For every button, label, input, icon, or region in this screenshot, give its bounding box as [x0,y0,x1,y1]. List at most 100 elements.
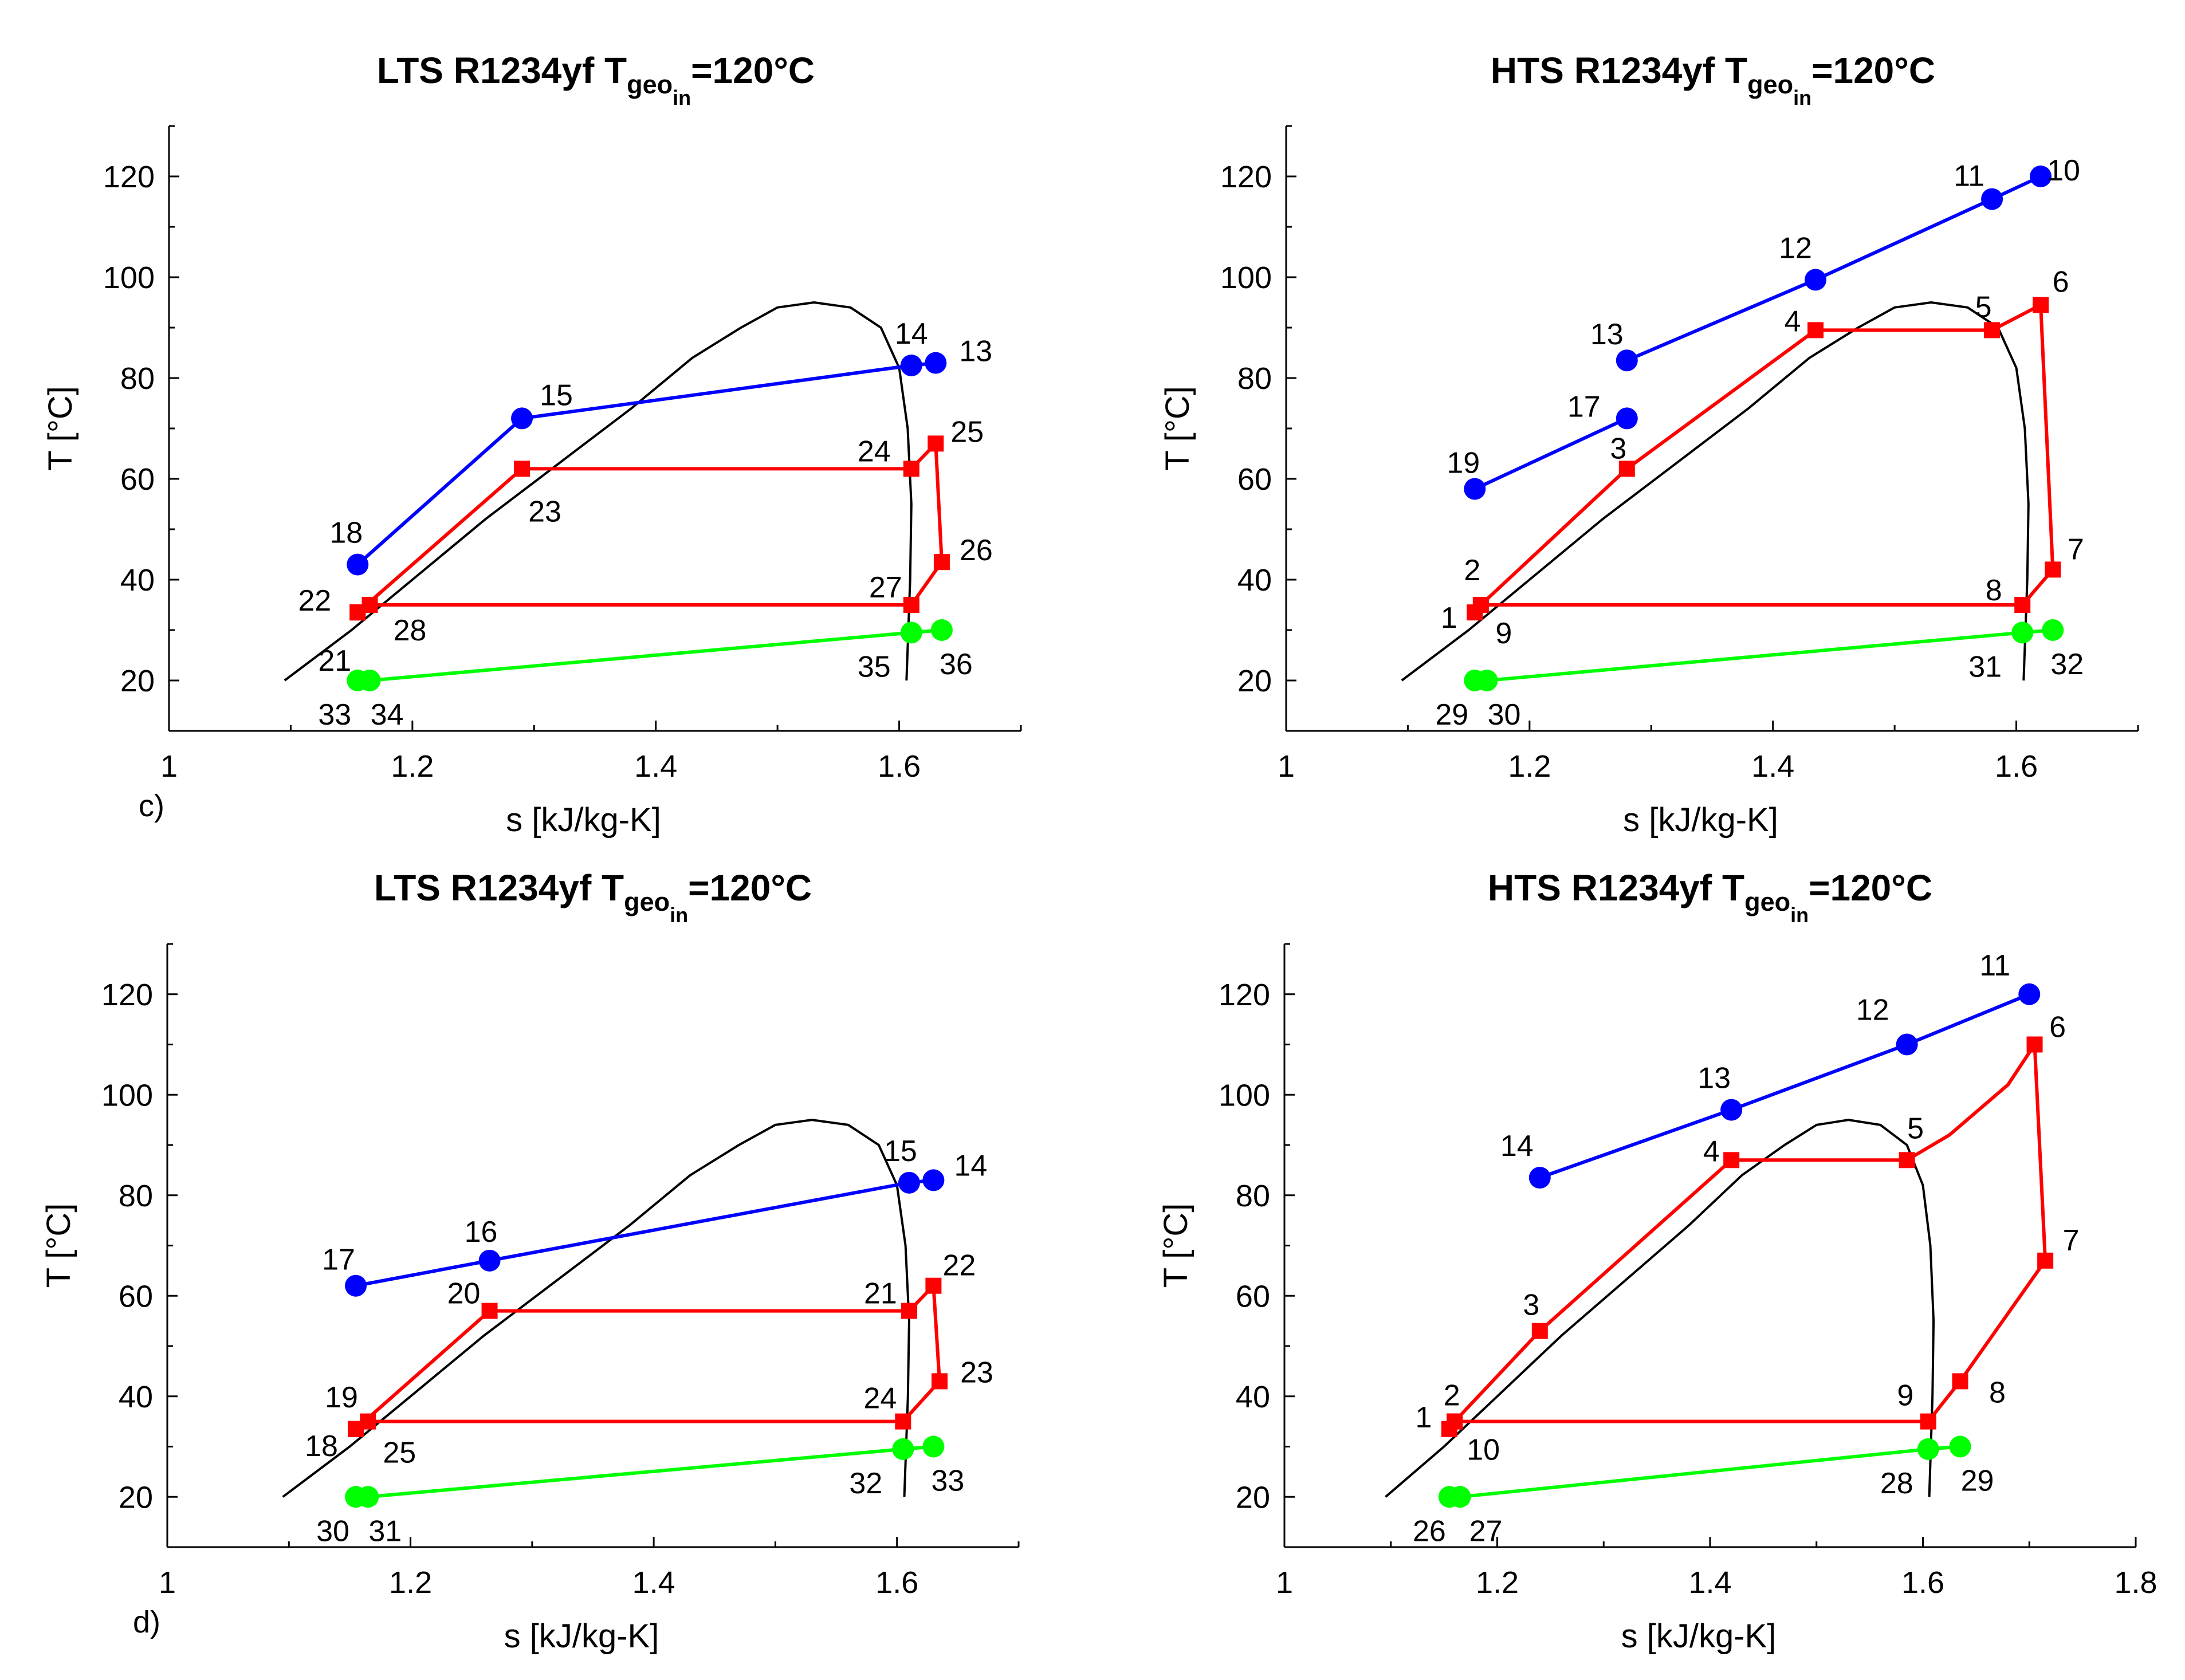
series-line [356,442,944,614]
y-tick-label: 120 [101,978,153,1012]
series-line [1626,175,2042,362]
point-label: 13 [1590,318,1624,351]
point-label: 23 [528,495,561,528]
y-tick-label: 60 [1236,1279,1270,1313]
y-tick-label: 80 [1237,361,1272,396]
data-point [1920,1413,1936,1430]
data-point [922,1169,945,1191]
point-label: 4 [1785,305,1801,338]
y-axis-label: T [°C] [40,1203,77,1288]
data-point [1984,322,2001,339]
point-label: 24 [858,435,891,468]
data-point [901,1303,917,1319]
x-tick-label: 1.2 [389,1565,432,1600]
data-point [922,1435,945,1458]
point-label: 11 [1954,160,1984,193]
x-tick-label: 1.6 [875,1565,918,1600]
point-label: 22 [942,1249,976,1282]
data-point [1805,269,1827,291]
saturation-dome-line [1401,301,2030,682]
data-point [511,407,533,430]
data-point [2026,1036,2043,1053]
data-point [2045,561,2061,578]
data-point [2030,166,2052,187]
point-label: 13 [959,335,992,368]
y-tick-label: 120 [1219,978,1270,1012]
point-label: 8 [1986,574,2002,607]
data-point [930,619,953,641]
data-point [900,355,922,376]
point-label: 22 [298,584,331,617]
panel-label-c: c) [139,789,164,823]
data-point [1531,1323,1548,1339]
point-label: 30 [1488,698,1521,731]
point-label: 27 [1469,1514,1503,1548]
point-label: 12 [1779,231,1812,265]
series-heat-source: 17 16 15 14 [322,1135,987,1297]
x-tick-label: 1.6 [878,749,921,784]
point-label: 7 [2063,1224,2080,1257]
x-axis-label: s [kJ/kg-K] [506,801,661,839]
point-label: 8 [1989,1376,2006,1409]
data-point [1447,1413,1463,1430]
y-tick-label: 20 [1237,664,1272,698]
point-label: 32 [849,1467,882,1500]
point-label: 18 [305,1430,338,1463]
point-label: 14 [954,1149,987,1182]
y-axis-label: T [°C] [42,386,79,471]
data-point [1449,1486,1471,1508]
point-label: 27 [869,571,902,604]
y-tick-label: 100 [1219,1078,1270,1112]
data-point [1917,1438,1939,1460]
series-line [357,628,942,682]
point-label: 21 [864,1277,897,1311]
x-tick-label: 1.4 [1751,749,1794,784]
x-tick-label: 1.2 [391,749,434,784]
series-cooling: 29 30 31 32 [1435,619,2084,731]
point-label: 19 [325,1381,358,1414]
y-tick-label: 120 [1220,160,1272,194]
series-heat-source: 11 12 13 14 [1500,949,2041,1189]
data-point [345,1274,367,1297]
series-working-fluid: 12 3 4 5 6 7 8 9 10 [1415,1011,2079,1467]
point-label: 28 [394,614,427,647]
series-line [356,1445,934,1499]
x-axis-label: s [kJ/kg-K] [1623,801,1778,839]
data-point [903,461,919,477]
panel-label-d: d) [133,1605,160,1639]
y-tick-label: 20 [119,1480,153,1514]
point-label: 10 [1467,1434,1500,1467]
point-label: 35 [858,650,891,683]
point-label: 21 [318,644,351,678]
y-tick-label: 100 [103,261,155,295]
data-point [895,1413,911,1430]
y-tick-label: 40 [120,563,155,597]
series-cooling: 26 27 28 29 [1413,1435,1994,1548]
chart-title: LTS R1234yf Tgeoin=120°C [374,867,812,927]
point-label: 17 [1567,390,1601,423]
data-point [1899,1152,1915,1168]
series-line [1473,303,2055,614]
x-tick-label: 1 [159,1565,176,1600]
data-point [349,604,366,621]
data-point [514,461,530,477]
point-label: 29 [1961,1465,1994,1498]
chart-title: HTS R1234yf Tgeoin=120°C [1488,867,1932,927]
data-point [1981,188,2003,210]
point-label: 20 [447,1277,481,1311]
y-axis-label: T [°C] [1157,1203,1194,1288]
point-label: 26 [960,534,993,567]
series-working-fluid: 12 3 4 5 6 7 8 9 [1441,265,2084,650]
data-point [925,1277,942,1294]
point-label: 36 [940,648,973,681]
point-label: 33 [318,698,351,731]
point-label: 32 [2050,648,2084,681]
y-axis-label: T [°C] [1159,386,1196,471]
point-label: 18 [329,517,363,550]
y-tick-label: 40 [119,1380,153,1414]
chart-panel-2: HTS R1234yf Tgeoin=120°C 1 1.2 1.4 1.6 20 40 60… [1159,50,2139,839]
saturation-dome-line [284,301,913,682]
point-label: 9 [1495,617,1512,650]
data-point [928,435,944,452]
